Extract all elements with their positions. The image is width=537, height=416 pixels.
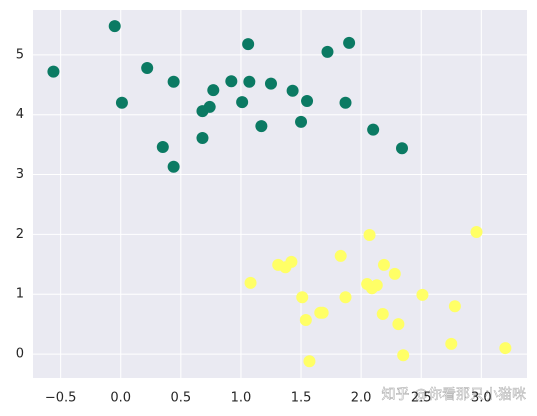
point [299, 313, 312, 326]
y-tick-label: 2 [16, 227, 24, 242]
point [334, 249, 347, 262]
point [295, 115, 308, 128]
point [470, 225, 483, 238]
point [343, 36, 356, 49]
point [395, 142, 408, 155]
point [339, 291, 352, 304]
y-tick-label: 0 [16, 347, 24, 362]
plot-background [33, 10, 527, 378]
y-tick-label: 1 [16, 287, 24, 302]
point [285, 255, 298, 268]
y-tick-label: 3 [16, 167, 24, 182]
point [242, 38, 255, 51]
point [321, 45, 334, 58]
point [339, 96, 352, 109]
x-tick-label: 3.0 [471, 391, 492, 406]
point [236, 96, 249, 109]
point [264, 77, 277, 90]
point [448, 300, 461, 313]
point [363, 228, 376, 241]
point [499, 342, 512, 355]
point [167, 160, 180, 173]
x-tick-label: 0.5 [170, 391, 191, 406]
point [225, 75, 238, 88]
points [47, 20, 512, 368]
point [167, 75, 180, 88]
point [397, 349, 410, 362]
point [141, 62, 154, 75]
point [303, 355, 316, 368]
point [108, 20, 121, 33]
point [377, 258, 390, 271]
point [316, 306, 329, 319]
point [243, 75, 256, 88]
point [392, 318, 405, 331]
point [376, 307, 389, 320]
watermark: 知乎 @你看那只小猫咪 [382, 386, 526, 403]
x-tick-label: 1.5 [291, 391, 312, 406]
point [296, 291, 309, 304]
point [370, 279, 383, 292]
x-tick-label: 2.0 [351, 391, 372, 406]
point [301, 94, 314, 107]
grid [33, 10, 527, 378]
x-tick-label: −0.5 [45, 391, 77, 406]
x-tick-label: 2.5 [411, 391, 432, 406]
y-tick-label: 4 [16, 107, 24, 122]
point [196, 132, 209, 145]
point [207, 84, 220, 97]
point [445, 337, 458, 350]
point [255, 120, 268, 133]
point [244, 276, 257, 289]
point [416, 288, 429, 301]
point [388, 267, 401, 280]
y-tick-label: 5 [16, 47, 24, 62]
point [286, 84, 299, 97]
point [115, 96, 128, 109]
x-tick-label: 1.0 [231, 391, 252, 406]
point [156, 141, 169, 154]
x-tick-label: 0.0 [110, 391, 131, 406]
point [367, 123, 380, 136]
point [203, 100, 216, 113]
point [47, 65, 60, 78]
